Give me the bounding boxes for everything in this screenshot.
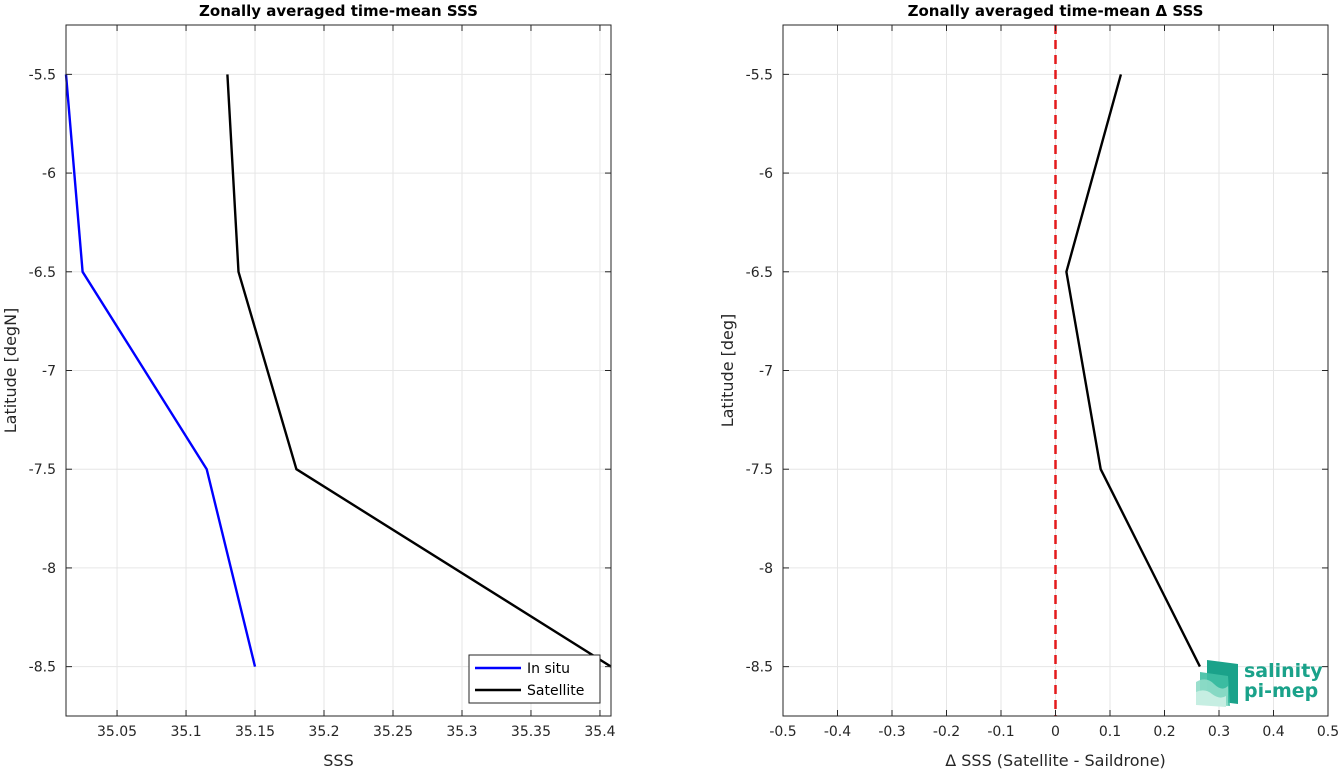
logo-text-salinity: salinity bbox=[1244, 660, 1323, 682]
x-tick-label: 35.1 bbox=[170, 724, 201, 740]
x-tick-label: 0.3 bbox=[1208, 724, 1230, 740]
x-axis-label: Δ SSS (Satellite - Saildrone) bbox=[945, 751, 1166, 769]
chart-title: Zonally averaged time-mean Δ SSS bbox=[908, 2, 1204, 20]
legend-label: In situ bbox=[527, 661, 570, 677]
panel-sss: 35.05 35.1 35.15 35.2 35.25 35.3 35.35 35.4 -5.5… bbox=[1, 2, 616, 770]
x-tick-label: -0.2 bbox=[933, 724, 960, 740]
x-tick-label: 35.2 bbox=[308, 724, 339, 740]
x-tick-label: -0.1 bbox=[987, 724, 1014, 740]
logo-text-pi-mep: pi-mep bbox=[1244, 680, 1318, 702]
y-tick-label: -6 bbox=[759, 166, 773, 182]
series-line-in-situ bbox=[64, 74, 257, 667]
x-tick-label: -0.4 bbox=[824, 724, 851, 740]
x-tick-label: 35.35 bbox=[511, 724, 551, 740]
legend-label: Satellite bbox=[527, 683, 584, 699]
y-tick-label: -8 bbox=[42, 561, 56, 577]
y-tick-label: -7.5 bbox=[29, 462, 56, 478]
y-tick-label: -5.5 bbox=[29, 67, 56, 83]
x-tick-label: 0 bbox=[1051, 724, 1060, 740]
x-tick-label: 35.25 bbox=[373, 724, 413, 740]
x-tick-label: 0.4 bbox=[1262, 724, 1284, 740]
y-tick-label: -8 bbox=[759, 561, 773, 577]
x-tick-label: 0.2 bbox=[1153, 724, 1175, 740]
y-axis-label: Latitude [deg] bbox=[718, 314, 737, 428]
legend: In situ Satellite bbox=[468, 654, 601, 704]
y-tick-label: -5.5 bbox=[746, 67, 773, 83]
x-tick-label: 35.05 bbox=[97, 724, 137, 740]
salinity-pi-mep-logo: salinity pi-mep bbox=[1196, 660, 1323, 707]
x-axis-label: SSS bbox=[323, 751, 353, 769]
y-axis-label: Latitude [degN] bbox=[1, 308, 20, 434]
y-tick-label: -6.5 bbox=[746, 265, 773, 281]
series-line-delta-sss bbox=[1065, 74, 1201, 668]
legend-box bbox=[468, 654, 601, 704]
panel-delta-sss: -0.5 -0.4 -0.3 -0.2 -0.1 0 0.1 0.2 0.3 0.4 0.5 -5.5… bbox=[718, 2, 1339, 770]
x-tick-label: 35.3 bbox=[446, 724, 477, 740]
x-tick-label: 0.1 bbox=[1099, 724, 1121, 740]
y-tick-label: -7 bbox=[759, 364, 773, 380]
chart-title: Zonally averaged time-mean SSS bbox=[199, 2, 478, 20]
y-tick-label: -6 bbox=[42, 166, 56, 182]
x-tick-label: 0.5 bbox=[1317, 724, 1339, 740]
y-tick-label: -6.5 bbox=[29, 265, 56, 281]
x-tick-label: -0.5 bbox=[769, 724, 796, 740]
x-tick-label: 35.4 bbox=[584, 724, 615, 740]
y-tick-label: -8.5 bbox=[29, 660, 56, 676]
series-line-satellite bbox=[226, 74, 612, 668]
y-tick-label: -8.5 bbox=[746, 660, 773, 676]
x-tick-label: -0.3 bbox=[878, 724, 905, 740]
y-tick-label: -7.5 bbox=[746, 462, 773, 478]
logo-wave-icon bbox=[1196, 660, 1238, 707]
x-tick-label: 35.15 bbox=[235, 724, 275, 740]
y-tick-label: -7 bbox=[42, 364, 56, 380]
